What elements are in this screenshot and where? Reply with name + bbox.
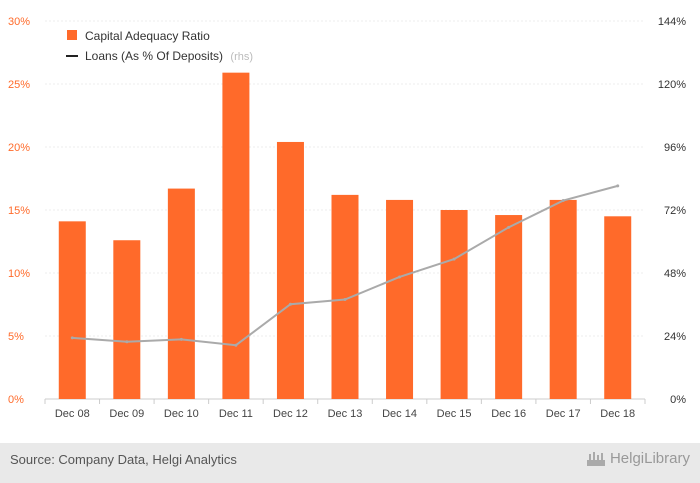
bar[interactable]: [276, 141, 304, 399]
bar[interactable]: [58, 221, 86, 399]
left-tick-label: 10%: [8, 268, 30, 280]
legend-line-name: Loans (As % Of Deposits): [85, 49, 223, 63]
chart: 0% 5% 10% 15% 20% 25% 30% 0% 24% 48% 72% 96% 120% 14…: [8, 16, 686, 420]
left-tick-label: 5%: [8, 331, 24, 343]
bars: [58, 72, 632, 399]
line-point[interactable]: [125, 340, 129, 344]
x-axis: Dec 08 Dec 09 Dec 10 Dec 11 Dec 12 Dec 13 Dec …: [44, 399, 646, 420]
x-tick-label: Dec 08: [55, 408, 90, 420]
x-tick-label: Dec 12: [273, 408, 308, 420]
legend-line-suffix: (rhs): [230, 51, 253, 63]
brand-name: HelgiLibrary: [609, 450, 690, 467]
left-tick-label: 25%: [8, 79, 30, 91]
right-tick-label: 144%: [658, 16, 686, 28]
x-tick-label: Dec 13: [328, 408, 363, 420]
bar[interactable]: [113, 240, 141, 399]
line-point[interactable]: [288, 302, 292, 306]
legend: Capital Adequacy Ratio Loans (As % Of De…: [66, 29, 253, 63]
right-tick-label: 120%: [658, 79, 686, 91]
line-series: [70, 184, 620, 347]
right-tick-label: 96%: [664, 142, 686, 154]
x-tick-label: Dec 14: [382, 408, 417, 420]
legend-bar-label: Capital Adequacy Ratio: [85, 29, 210, 43]
legend-line-label: Loans (As % Of Deposits) (rhs): [85, 49, 253, 63]
brand-logo[interactable]: HelgiLibrary: [586, 450, 690, 467]
helgi-library-logo-icon: [586, 451, 605, 466]
line-point[interactable]: [452, 257, 456, 261]
line-point[interactable]: [179, 337, 183, 341]
line-point[interactable]: [234, 343, 238, 347]
bar[interactable]: [386, 199, 414, 399]
x-tick-label: Dec 17: [546, 408, 581, 420]
left-tick-label: 0%: [8, 394, 24, 406]
bar[interactable]: [331, 194, 359, 399]
bar[interactable]: [604, 216, 632, 399]
left-tick-label: 30%: [8, 16, 30, 28]
right-tick-label: 72%: [664, 205, 686, 217]
line-point[interactable]: [70, 336, 74, 340]
x-tick-label: Dec 10: [164, 408, 199, 420]
bar[interactable]: [495, 215, 523, 399]
footer: Source: Company Data, Helgi Analytics He…: [0, 443, 700, 483]
right-tick-label: 24%: [664, 331, 686, 343]
x-tick-label: Dec 16: [491, 408, 526, 420]
left-axis: 0% 5% 10% 15% 20% 25% 30%: [8, 16, 30, 406]
right-axis: 0% 24% 48% 72% 96% 120% 144%: [658, 16, 686, 406]
right-tick-label: 0%: [670, 394, 686, 406]
legend-bar-swatch: [67, 30, 77, 40]
bar[interactable]: [222, 72, 250, 399]
right-tick-label: 48%: [664, 268, 686, 280]
left-tick-label: 20%: [8, 142, 30, 154]
line-point[interactable]: [343, 298, 347, 302]
source-text: Source: Company Data, Helgi Analytics: [10, 452, 237, 467]
x-tick-label: Dec 18: [600, 408, 635, 420]
left-tick-label: 15%: [8, 205, 30, 217]
bar[interactable]: [167, 188, 195, 399]
bar[interactable]: [440, 210, 468, 399]
line-point[interactable]: [398, 275, 402, 279]
x-tick-label: Dec 15: [437, 408, 472, 420]
x-tick-label: Dec 09: [109, 408, 144, 420]
x-tick-label: Dec 11: [219, 408, 253, 420]
line-point[interactable]: [507, 225, 511, 229]
line-point[interactable]: [561, 199, 565, 203]
bar[interactable]: [549, 199, 577, 399]
line-point[interactable]: [616, 184, 620, 188]
